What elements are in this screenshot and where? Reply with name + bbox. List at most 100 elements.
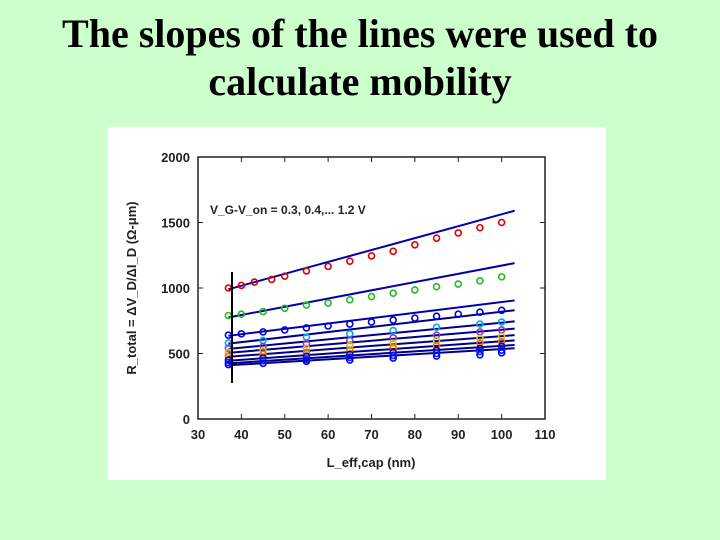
data-point (411, 286, 419, 294)
data-point (454, 229, 463, 237)
data-point (389, 289, 397, 298)
data-point (267, 275, 276, 284)
data-point (302, 339, 311, 348)
data-point (497, 337, 506, 346)
slide-title-line-1: The slopes of the lines were used to (62, 11, 658, 56)
data-point (259, 347, 267, 355)
fit-line (228, 339, 515, 362)
data-point (250, 278, 259, 286)
data-point (476, 223, 484, 232)
fit-line (228, 334, 515, 358)
data-point (346, 341, 354, 350)
chart-annotation: V_G-V_on = 0.3, 0.4,... 1.2 V (210, 203, 366, 217)
data-point (497, 306, 506, 315)
y-tick-label: 2000 (161, 150, 190, 165)
data-point (346, 353, 354, 362)
x-tick-label: 100 (491, 427, 513, 442)
data-point (367, 252, 376, 260)
data-point (432, 349, 441, 358)
data-point (476, 308, 484, 317)
data-point (432, 282, 441, 291)
x-tick-label: 70 (364, 427, 378, 442)
chart-figure: 30 40 50 60 70 80 90 100 110 0 500 1000 1500 2000 V_G… (108, 127, 606, 480)
data-point (389, 354, 397, 362)
data-point (389, 343, 397, 352)
data-point (324, 262, 332, 271)
x-tick-label: 30 (191, 427, 205, 442)
data-point (224, 311, 233, 320)
data-point (432, 323, 441, 332)
data-point (346, 320, 354, 328)
x-tick-label: 50 (278, 427, 292, 442)
y-tick-label: 0 (183, 412, 190, 427)
data-point (346, 356, 354, 364)
data-point (454, 310, 463, 318)
slide-title-line-2: calculate mobility (208, 59, 512, 104)
data-point (259, 342, 267, 351)
fit-line (228, 320, 515, 350)
data-point (476, 276, 484, 285)
data-point (432, 312, 441, 320)
data-point (476, 320, 484, 328)
data-point (280, 326, 289, 334)
data-point (497, 218, 506, 227)
data-point (302, 348, 311, 356)
data-point (497, 318, 506, 326)
data-point (346, 257, 354, 265)
data-point (497, 273, 506, 281)
fit-line (228, 209, 515, 291)
data-point (476, 351, 484, 359)
data-point (476, 334, 484, 343)
data-point (259, 307, 267, 316)
x-tick-label: 90 (451, 427, 465, 442)
data-point (237, 281, 246, 290)
data-point (389, 351, 397, 360)
data-point (324, 322, 332, 330)
data-point (367, 318, 376, 326)
data-point (476, 347, 484, 356)
data-point (346, 295, 354, 304)
data-point (237, 330, 246, 338)
fit-line (228, 343, 515, 365)
data-point (346, 330, 354, 338)
data-point (280, 304, 289, 313)
x-axis-label: L_eff,cap (nm) (327, 455, 416, 470)
data-point (367, 292, 376, 301)
slide-title: The slopes of the lines were used to cal… (0, 10, 720, 106)
fit-line (228, 299, 515, 337)
data-point (324, 299, 332, 307)
data-point (237, 310, 246, 318)
y-tick-label: 1500 (161, 216, 190, 231)
y-axis-label: R_total = ΔV_D/ΔI_D (Ω-μm) (124, 201, 139, 374)
data-point (389, 326, 397, 335)
data-point (259, 356, 267, 365)
data-point (302, 344, 311, 353)
data-point (432, 352, 441, 360)
data-point (432, 234, 441, 243)
fit-line (228, 347, 515, 367)
x-tick-label: 110 (535, 427, 556, 442)
data-point (280, 272, 289, 281)
fit-line (228, 262, 515, 319)
data-point (389, 339, 397, 347)
data-point (497, 349, 506, 357)
plot-frame (197, 156, 546, 420)
chart-svg: 30 40 50 60 70 80 90 100 110 0 500 1000 1500 2000 V_G… (124, 150, 556, 470)
data-point (302, 301, 311, 309)
data-point (411, 314, 419, 322)
x-tick-label: 40 (234, 427, 248, 442)
data-point (302, 357, 311, 366)
fit-line (228, 309, 515, 345)
y-tick-label: 1000 (161, 281, 190, 296)
data-point (411, 240, 419, 249)
data-point (302, 324, 311, 332)
data-point (432, 341, 441, 350)
data-point (259, 359, 267, 368)
x-tick-label: 60 (321, 427, 335, 442)
data-point (389, 316, 397, 324)
y-tick-label: 500 (168, 347, 190, 362)
data-point (259, 328, 267, 336)
fit-line (228, 327, 515, 354)
data-point (497, 346, 506, 355)
data-point (454, 280, 463, 288)
